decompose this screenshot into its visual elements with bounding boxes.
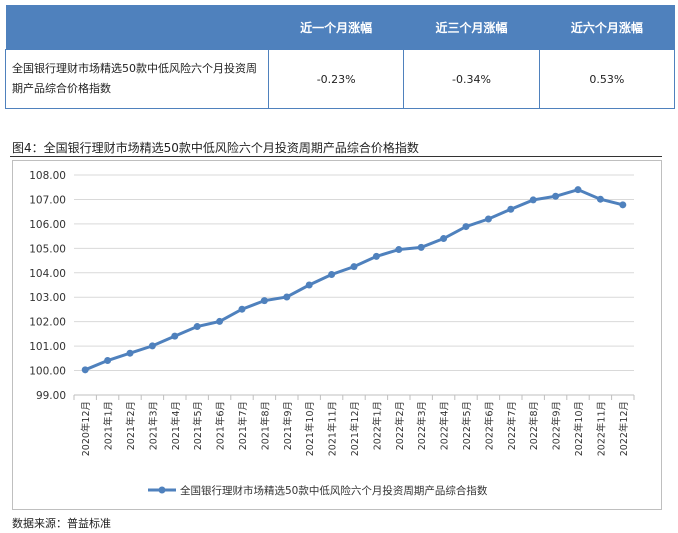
row-label: 全国银行理财市场精选50款中低风险六个月投资周期产品综合价格指数 (5, 49, 269, 109)
header-6m: 近六个月涨幅 (539, 5, 675, 50)
data-point (305, 281, 313, 289)
data-point (596, 195, 604, 203)
data-point (552, 192, 560, 200)
x-tick-label: 2021年4月 (170, 401, 182, 450)
y-tick-label: 104.00 (29, 268, 66, 280)
data-point (81, 366, 89, 374)
value-1m: -0.23% (267, 49, 405, 109)
y-tick-label: 107.00 (29, 194, 66, 206)
data-point (283, 293, 291, 301)
x-tick-label: 2021年6月 (215, 401, 227, 450)
value-6m: 0.53% (538, 49, 676, 109)
legend-marker (158, 486, 166, 494)
x-tick-label: 2022年3月 (416, 401, 428, 450)
x-tick-label: 2022年10月 (573, 401, 585, 456)
x-tick-label: 2022年8月 (528, 401, 540, 450)
y-tick-label: 102.00 (29, 317, 66, 329)
data-point (417, 243, 425, 251)
header-1m: 近一个月涨幅 (268, 5, 404, 50)
summary-table: 近一个月涨幅 近三个月涨幅 近六个月涨幅 全国银行理财市场精选50款中低风险六个… (5, 5, 676, 109)
x-tick-label: 2020年12月 (80, 401, 92, 456)
data-point (462, 223, 470, 231)
data-point (193, 323, 201, 331)
data-point (260, 297, 268, 305)
x-tick-label: 2022年9月 (551, 401, 563, 450)
data-point (238, 305, 246, 313)
source-note: 数据来源：普益标准 (12, 517, 111, 530)
x-tick-label: 2021年11月 (327, 401, 339, 456)
data-point (574, 186, 582, 194)
data-point (350, 263, 358, 271)
data-point (529, 196, 537, 204)
x-tick-label: 2022年6月 (483, 401, 495, 450)
data-point (484, 215, 492, 223)
x-tick-label: 2022年12月 (618, 401, 630, 456)
x-tick-label: 2021年1月 (103, 401, 115, 450)
data-point (216, 317, 224, 325)
title-divider (10, 156, 662, 157)
data-point (507, 205, 515, 213)
x-tick-label: 2021年8月 (259, 401, 271, 450)
x-tick-label: 2022年2月 (394, 401, 406, 450)
data-point (148, 342, 156, 350)
data-point (440, 235, 448, 243)
header-3m: 近三个月涨幅 (403, 5, 540, 50)
x-tick-label: 2022年11月 (595, 401, 607, 456)
data-point (126, 349, 134, 357)
header-blank (5, 5, 269, 50)
y-tick-label: 103.00 (29, 292, 66, 304)
x-tick-label: 2022年5月 (461, 401, 473, 450)
legend-label: 全国银行理财市场精选50款中低风险六个月投资周期产品综合指数 (180, 484, 488, 497)
x-tick-label: 2022年4月 (439, 401, 451, 450)
y-tick-label: 100.00 (29, 366, 66, 378)
series-line (84, 188, 624, 372)
x-tick-label: 2021年5月 (192, 401, 204, 450)
y-tick-label: 101.00 (29, 341, 66, 353)
x-tick-label: 2021年12月 (349, 401, 361, 456)
data-point (104, 357, 112, 365)
data-point (395, 246, 403, 254)
chart-frame (12, 160, 662, 510)
data-point (328, 270, 336, 278)
y-tick-label: 108.00 (29, 170, 66, 182)
x-tick-label: 2021年9月 (282, 401, 294, 450)
y-tick-label: 106.00 (29, 219, 66, 231)
x-tick-label: 2021年10月 (304, 401, 316, 456)
chart-title: 图4：全国银行理财市场精选50款中低风险六个月投资周期产品综合价格指数 (12, 141, 419, 155)
y-tick-label: 105.00 (29, 243, 66, 255)
x-tick-label: 2021年2月 (125, 401, 137, 450)
value-3m: -0.34% (403, 49, 540, 109)
x-tick-label: 2021年3月 (147, 401, 159, 450)
x-tick-label: 2021年7月 (237, 401, 249, 450)
x-tick-label: 2022年1月 (371, 401, 383, 450)
data-point (372, 252, 380, 260)
y-tick-label: 99.00 (36, 390, 66, 402)
data-point (171, 332, 179, 340)
data-point (619, 201, 627, 209)
x-tick-label: 2022年7月 (506, 401, 518, 450)
table-row: 全国银行理财市场精选50款中低风险六个月投资周期产品综合价格指数 -0.23% … (5, 49, 676, 109)
